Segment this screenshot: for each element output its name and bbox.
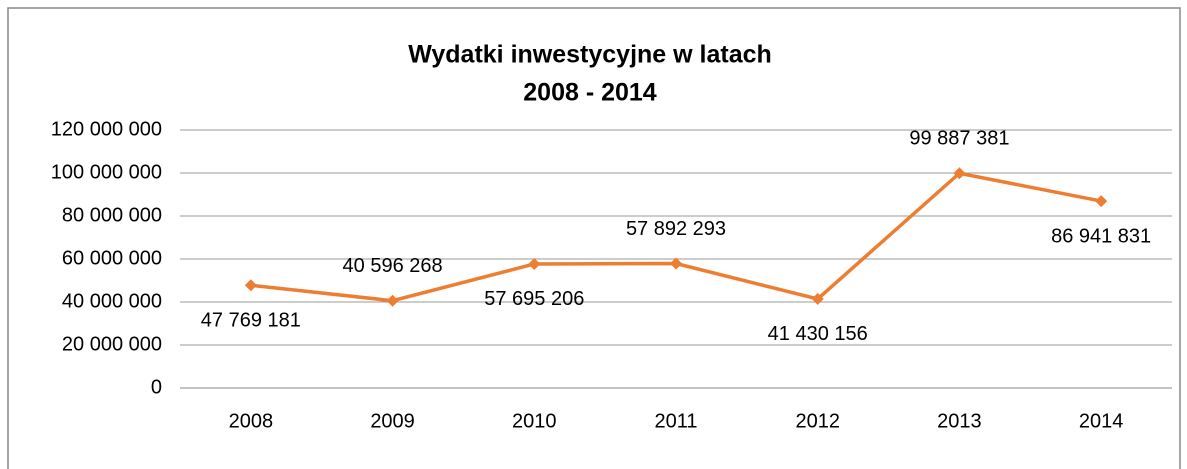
data-label: 40 596 268 [343, 255, 443, 277]
chart-title: 2008 - 2014 [523, 79, 657, 107]
y-tick-label: 80 000 000 [62, 204, 162, 226]
marker [670, 257, 682, 270]
chart-frame [7, 7, 1181, 469]
chart-title: Wydatki inwestycyjne w latach [408, 41, 772, 69]
data-label: 47 769 181 [201, 310, 301, 332]
x-tick-label: 2012 [795, 410, 840, 432]
marker [244, 279, 257, 292]
marker [386, 294, 399, 307]
data-label: 99 887 381 [909, 128, 1009, 150]
x-tick-label: 2009 [370, 410, 415, 432]
data-label: 41 430 156 [768, 323, 868, 345]
y-tick-label: 120 000 000 [51, 118, 162, 140]
marker [528, 257, 541, 270]
data-label: 57 892 293 [626, 218, 726, 240]
y-tick-label: 60 000 000 [62, 247, 162, 269]
y-tick-label: 0 [151, 376, 162, 398]
marker [1095, 195, 1108, 208]
x-tick-label: 2011 [654, 410, 697, 432]
x-tick-label: 2013 [937, 410, 982, 432]
data-label: 57 695 206 [484, 288, 584, 310]
y-tick-label: 40 000 000 [62, 290, 162, 312]
y-tick-label: 100 000 000 [51, 161, 162, 183]
data-label: 86 941 831 [1051, 225, 1151, 247]
y-tick-label: 20 000 000 [62, 333, 162, 355]
x-tick-label: 2008 [229, 410, 274, 432]
marker [953, 167, 966, 180]
x-tick-label: 2010 [512, 410, 557, 432]
marker [811, 292, 824, 305]
x-tick-label: 2014 [1079, 410, 1124, 432]
